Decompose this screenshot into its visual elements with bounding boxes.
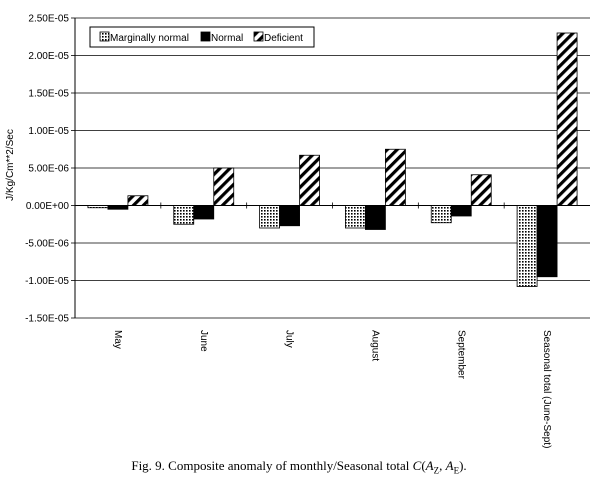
bar xyxy=(259,205,280,229)
bars xyxy=(87,32,578,287)
bar xyxy=(450,205,472,217)
legend: Marginally normal Normal Deficient xyxy=(89,26,315,48)
x-category-label: May xyxy=(112,330,123,349)
figure-caption: Fig. 9. Composite anomaly of monthly/Sea… xyxy=(0,458,598,476)
legend-label-marginally-normal: Marginally normal xyxy=(110,33,189,44)
x-category-label: August xyxy=(369,330,380,361)
chart: 2.50E-05 2.00E-05 1.50E-05 1.00E-05 5.00E-06… xyxy=(5,14,590,448)
legend-label-deficient: Deficient xyxy=(264,33,303,44)
legend-label-normal: Normal xyxy=(211,33,243,44)
legend-swatch-normal xyxy=(200,31,211,42)
y-tick-label: 2.50E-05 xyxy=(28,14,69,25)
y-tick-label: -5.00E-06 xyxy=(25,239,69,250)
caption-a1: A xyxy=(425,458,434,473)
bar xyxy=(536,205,558,278)
gridlines xyxy=(75,17,590,319)
y-tick-label: -1.50E-05 xyxy=(25,314,69,325)
bar xyxy=(430,205,452,224)
bar xyxy=(173,205,195,225)
bar xyxy=(127,195,149,206)
x-category-label: July xyxy=(284,330,295,348)
caption-func: C xyxy=(412,458,422,473)
bar xyxy=(470,174,492,206)
x-category-labels: May June July August September Seasonal total… xyxy=(112,330,552,448)
legend-swatch-marginally-normal xyxy=(99,31,110,42)
y-tick-label: 1.50E-05 xyxy=(28,89,69,100)
y-axis-label: J/Kg/Cm**2/Sec xyxy=(5,129,16,201)
bar xyxy=(193,205,215,220)
bar xyxy=(385,148,406,206)
caption-prefix: Fig. 9. Composite anomaly of monthly/Sea… xyxy=(131,458,413,473)
caption-open: ( xyxy=(421,458,426,473)
caption-close: ). xyxy=(459,458,467,473)
caption-sep: , xyxy=(439,458,446,473)
y-tick-labels: 2.50E-05 2.00E-05 1.50E-05 1.00E-05 5.00E-06… xyxy=(25,14,69,325)
y-tick-label: 1.00E-05 xyxy=(28,126,69,137)
y-tick-label: -1.00E-05 xyxy=(25,276,69,287)
caption-a2: A xyxy=(445,458,454,473)
bar xyxy=(516,205,538,287)
x-category-label: Seasonal total (June-Sept) xyxy=(541,330,552,448)
bar xyxy=(556,32,578,206)
caption-sub2: E xyxy=(453,465,460,476)
y-tick-label: 2.00E-05 xyxy=(28,51,69,62)
bar xyxy=(299,154,320,206)
bar xyxy=(107,205,129,210)
x-category-label: September xyxy=(455,330,466,380)
y-tick-label: 5.00E-06 xyxy=(28,164,69,175)
bar xyxy=(279,205,300,227)
axes xyxy=(71,17,590,319)
x-category-label: June xyxy=(198,330,209,352)
y-tick-label: 0.00E+00 xyxy=(26,201,70,212)
bar xyxy=(345,205,366,229)
bar xyxy=(365,205,386,230)
legend-swatch-deficient xyxy=(253,31,264,42)
bar xyxy=(213,167,235,206)
caption-sub1: Z xyxy=(433,465,440,476)
